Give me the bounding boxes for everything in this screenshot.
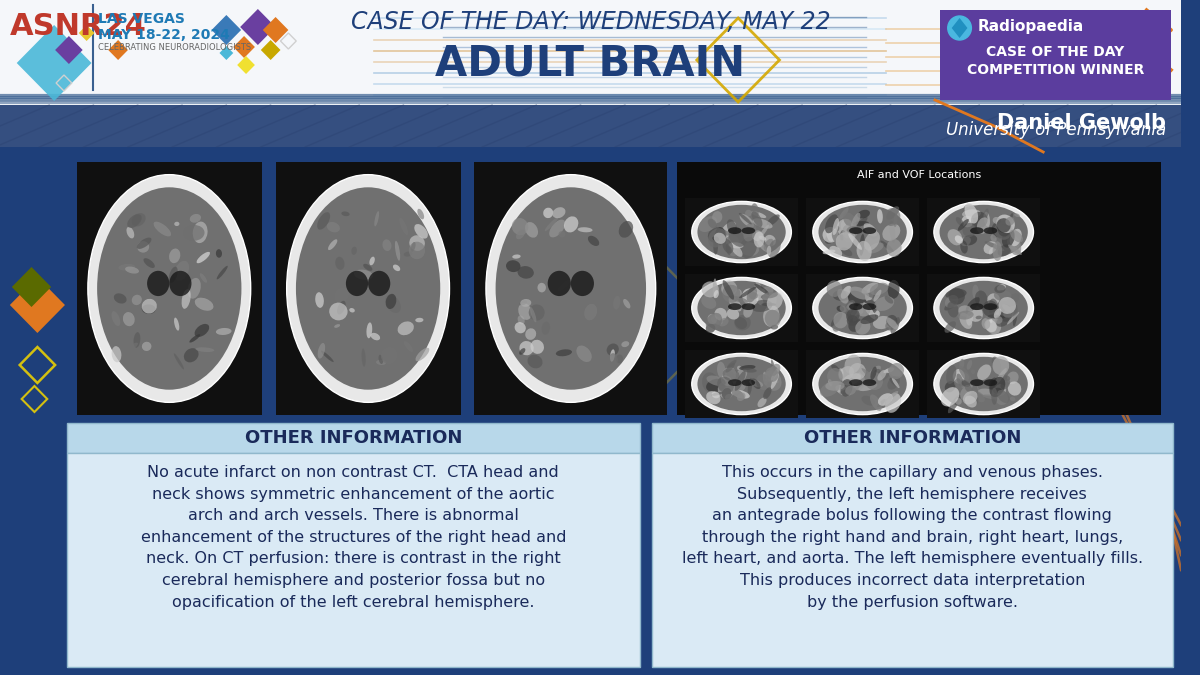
Ellipse shape	[844, 213, 857, 227]
Ellipse shape	[349, 308, 355, 313]
Ellipse shape	[739, 213, 751, 224]
Ellipse shape	[865, 288, 874, 301]
Ellipse shape	[718, 362, 726, 378]
Ellipse shape	[745, 210, 751, 217]
Ellipse shape	[577, 227, 593, 232]
Ellipse shape	[856, 313, 876, 320]
Ellipse shape	[982, 318, 990, 329]
Ellipse shape	[737, 393, 745, 401]
Ellipse shape	[746, 287, 757, 302]
Ellipse shape	[839, 366, 854, 381]
Ellipse shape	[833, 290, 851, 301]
Ellipse shape	[746, 298, 756, 303]
Ellipse shape	[997, 390, 1009, 403]
Ellipse shape	[734, 289, 742, 300]
Ellipse shape	[944, 321, 956, 333]
Ellipse shape	[983, 209, 989, 219]
Ellipse shape	[691, 354, 791, 414]
Ellipse shape	[770, 373, 779, 389]
FancyBboxPatch shape	[0, 105, 1181, 147]
Ellipse shape	[728, 242, 744, 248]
Ellipse shape	[962, 235, 977, 246]
Ellipse shape	[995, 285, 1006, 293]
Ellipse shape	[992, 234, 997, 238]
Text: Radiopaedia: Radiopaedia	[977, 18, 1084, 34]
Ellipse shape	[884, 296, 893, 304]
Ellipse shape	[712, 392, 722, 396]
Ellipse shape	[830, 313, 842, 327]
Ellipse shape	[988, 294, 1000, 305]
Ellipse shape	[863, 227, 876, 234]
Ellipse shape	[763, 305, 780, 327]
Ellipse shape	[846, 381, 852, 394]
Ellipse shape	[835, 225, 839, 232]
Ellipse shape	[712, 211, 722, 223]
Ellipse shape	[965, 203, 978, 223]
Ellipse shape	[756, 225, 769, 241]
Ellipse shape	[772, 359, 776, 379]
Ellipse shape	[760, 236, 767, 240]
Ellipse shape	[878, 394, 893, 406]
Ellipse shape	[848, 234, 862, 250]
Ellipse shape	[887, 239, 901, 257]
Ellipse shape	[864, 223, 877, 236]
Ellipse shape	[864, 371, 883, 390]
Ellipse shape	[962, 205, 979, 223]
Ellipse shape	[714, 308, 727, 321]
Circle shape	[948, 16, 971, 40]
Ellipse shape	[827, 280, 842, 297]
Ellipse shape	[978, 389, 995, 396]
Ellipse shape	[944, 295, 959, 308]
Ellipse shape	[874, 310, 880, 318]
Ellipse shape	[112, 311, 120, 326]
Ellipse shape	[326, 222, 340, 232]
Ellipse shape	[892, 378, 900, 388]
Ellipse shape	[748, 378, 752, 395]
Ellipse shape	[838, 289, 848, 304]
Ellipse shape	[833, 324, 840, 331]
Ellipse shape	[743, 223, 756, 242]
Ellipse shape	[380, 347, 397, 364]
Ellipse shape	[335, 288, 349, 303]
Ellipse shape	[886, 319, 896, 331]
Ellipse shape	[1002, 228, 1015, 248]
Ellipse shape	[824, 234, 834, 244]
Ellipse shape	[751, 211, 767, 218]
Ellipse shape	[820, 381, 840, 397]
Ellipse shape	[607, 344, 619, 356]
Ellipse shape	[989, 247, 995, 254]
Ellipse shape	[727, 219, 737, 235]
Ellipse shape	[870, 394, 882, 411]
Ellipse shape	[328, 240, 337, 250]
Ellipse shape	[1008, 381, 1021, 396]
Ellipse shape	[392, 265, 401, 271]
Ellipse shape	[997, 284, 1006, 291]
Ellipse shape	[122, 312, 134, 326]
Ellipse shape	[853, 221, 869, 226]
Ellipse shape	[818, 357, 907, 411]
FancyBboxPatch shape	[474, 162, 667, 415]
Ellipse shape	[1009, 229, 1021, 246]
Polygon shape	[220, 46, 233, 60]
Ellipse shape	[886, 395, 893, 407]
Ellipse shape	[142, 304, 156, 314]
Ellipse shape	[852, 309, 864, 321]
Ellipse shape	[833, 218, 839, 235]
Ellipse shape	[727, 308, 739, 319]
Ellipse shape	[749, 292, 758, 299]
Ellipse shape	[863, 303, 876, 310]
Ellipse shape	[702, 373, 719, 394]
Ellipse shape	[940, 281, 1028, 335]
FancyBboxPatch shape	[276, 162, 461, 415]
Ellipse shape	[512, 254, 521, 259]
Ellipse shape	[403, 252, 413, 256]
Ellipse shape	[977, 364, 991, 380]
Ellipse shape	[137, 238, 151, 249]
Ellipse shape	[706, 324, 715, 333]
Ellipse shape	[850, 227, 863, 234]
Ellipse shape	[847, 291, 866, 306]
Ellipse shape	[734, 371, 745, 391]
Ellipse shape	[727, 313, 731, 317]
Ellipse shape	[762, 302, 776, 306]
